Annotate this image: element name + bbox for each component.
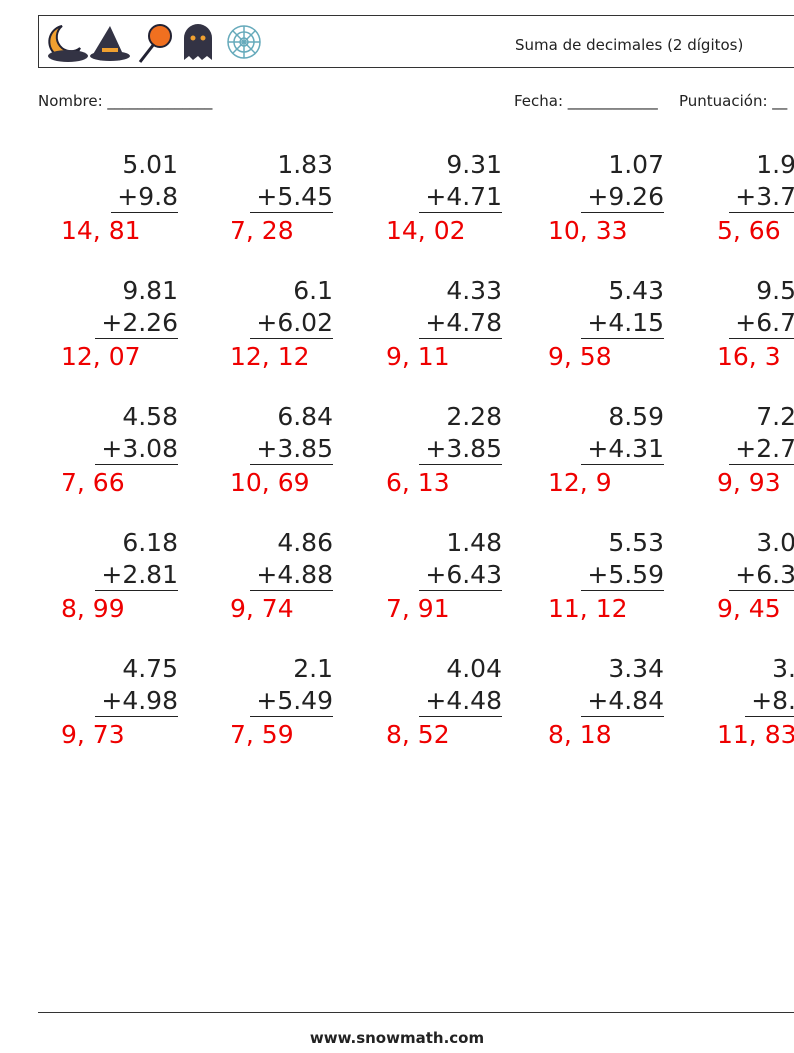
addend-top: 6.84 — [277, 402, 333, 431]
addend-bottom: +5.49 — [250, 686, 333, 717]
addend-top: 4.58 — [122, 402, 178, 431]
addend-top: 5.43 — [608, 276, 664, 305]
addend-top: 6.1 — [293, 276, 333, 305]
addend-top: 4.75 — [122, 654, 178, 683]
answer: 6, 13 — [386, 468, 450, 497]
addend-bottom: +2.81 — [95, 560, 178, 591]
addend-top: 3.34 — [608, 654, 664, 683]
addend-top: 6.18 — [122, 528, 178, 557]
header-box: Suma de decimales (2 dígitos) — [38, 15, 794, 68]
addend-top: 7.2 — [756, 402, 794, 431]
addend-top: 3. — [772, 654, 794, 683]
answer: 11, 12 — [548, 594, 628, 623]
answer: 9, 73 — [61, 720, 125, 749]
answer: 7, 91 — [386, 594, 450, 623]
addend-bottom: +9.26 — [581, 182, 664, 213]
answer: 8, 99 — [61, 594, 125, 623]
title: Suma de decimales (2 dígitos) — [515, 36, 744, 54]
answer: 10, 33 — [548, 216, 628, 245]
answer: 5, 66 — [717, 216, 781, 245]
answer: 12, 07 — [61, 342, 141, 371]
addend-bottom: +5.45 — [250, 182, 333, 213]
answer: 8, 52 — [386, 720, 450, 749]
answer: 7, 28 — [230, 216, 294, 245]
answer: 11, 83 — [717, 720, 794, 749]
answer: 16, 3 — [717, 342, 781, 371]
addend-top: 5.01 — [122, 150, 178, 179]
addend-top: 1.48 — [446, 528, 502, 557]
answer: 8, 18 — [548, 720, 612, 749]
answer: 9, 11 — [386, 342, 450, 371]
addend-bottom: +8. — [745, 686, 794, 717]
addend-bottom: +4.71 — [419, 182, 502, 213]
addend-top: 9.31 — [446, 150, 502, 179]
addend-top: 4.04 — [446, 654, 502, 683]
addend-bottom: +3.08 — [95, 434, 178, 465]
footer-url: www.snowmath.com — [309, 1029, 485, 1047]
addend-bottom: +6.3 — [729, 560, 794, 591]
addend-bottom: +4.84 — [581, 686, 664, 717]
addend-bottom: +5.59 — [581, 560, 664, 591]
answer: 7, 59 — [230, 720, 294, 749]
addend-top: 4.86 — [277, 528, 333, 557]
addend-bottom: +4.98 — [95, 686, 178, 717]
addend-bottom: +9.8 — [111, 182, 178, 213]
answer: 9, 58 — [548, 342, 612, 371]
addend-top: 9.5 — [756, 276, 794, 305]
addend-top: 9.81 — [122, 276, 178, 305]
addend-top: 2.28 — [446, 402, 502, 431]
addend-bottom: +2.26 — [95, 308, 178, 339]
answer: 12, 9 — [548, 468, 612, 497]
addend-top: 8.59 — [608, 402, 664, 431]
footer-line — [38, 1012, 794, 1013]
addend-bottom: +4.88 — [250, 560, 333, 591]
addend-bottom: +4.31 — [581, 434, 664, 465]
icons — [48, 24, 261, 63]
answer: 9, 45 — [717, 594, 781, 623]
addend-bottom: +4.48 — [419, 686, 502, 717]
addend-bottom: +6.7 — [729, 308, 794, 339]
addend-bottom: +3.7 — [729, 182, 794, 213]
answer: 12, 12 — [230, 342, 310, 371]
addend-top: 5.53 — [608, 528, 664, 557]
addend-top: 2.1 — [293, 654, 333, 683]
addend-top: 1.07 — [608, 150, 664, 179]
answer: 14, 02 — [386, 216, 466, 245]
addend-top: 4.33 — [446, 276, 502, 305]
answer: 9, 93 — [717, 468, 781, 497]
addend-bottom: +3.85 — [250, 434, 333, 465]
addend-bottom: +6.02 — [250, 308, 333, 339]
addend-bottom: +2.7 — [729, 434, 794, 465]
addend-top: 3.0 — [756, 528, 794, 557]
date-field: Fecha: ____________ — [514, 92, 658, 110]
addend-top: 1.9 — [756, 150, 794, 179]
addend-bottom: +4.15 — [581, 308, 664, 339]
answer: 14, 81 — [61, 216, 141, 245]
score-field: Puntuación: __ — [679, 92, 788, 110]
name-field: Nombre: ______________ — [38, 92, 213, 110]
answer: 9, 74 — [230, 594, 294, 623]
addend-bottom: +4.78 — [419, 308, 502, 339]
answer: 10, 69 — [230, 468, 310, 497]
addend-bottom: +6.43 — [419, 560, 502, 591]
addend-bottom: +3.85 — [419, 434, 502, 465]
answer: 7, 66 — [61, 468, 125, 497]
addend-top: 1.83 — [277, 150, 333, 179]
